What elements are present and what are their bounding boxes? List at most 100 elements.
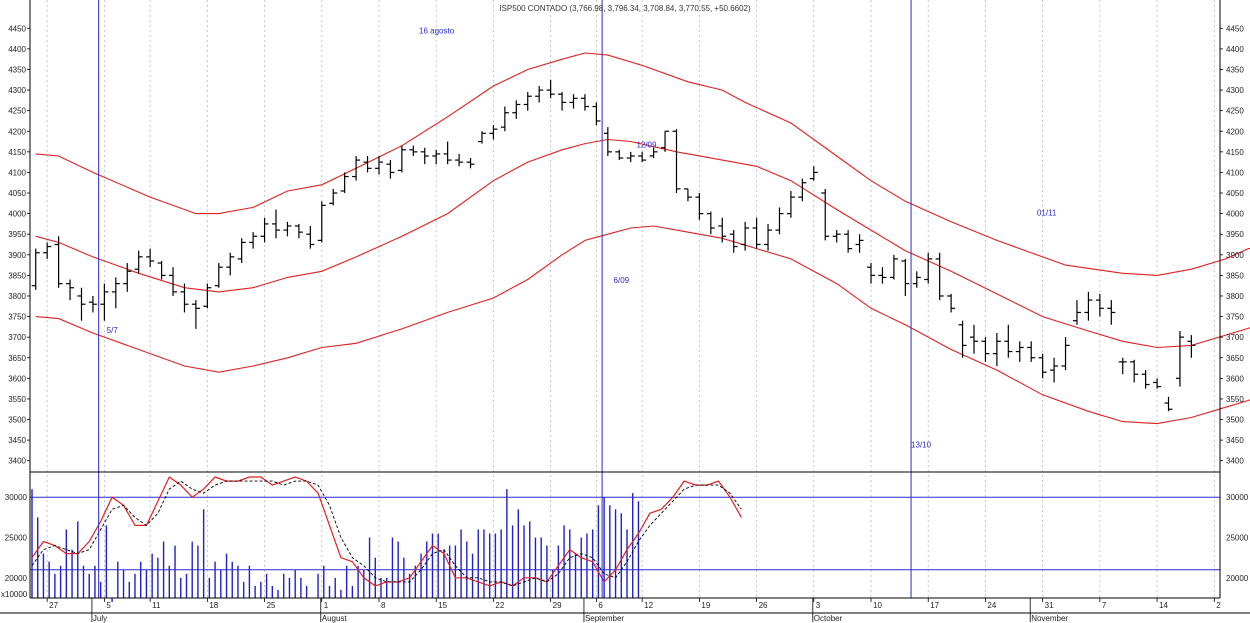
ohlc-bar [912, 271, 921, 288]
ohlc-bar [569, 94, 578, 109]
price-tick-label-left: 4300 [8, 86, 26, 95]
day-tick-label: 24 [987, 601, 996, 610]
day-tick-label: 17 [930, 601, 939, 610]
month-label: July [93, 614, 107, 623]
price-tick-label-right: 3550 [1226, 395, 1244, 404]
price-tick-label-left: 4450 [8, 24, 26, 33]
oscillator-tick-label-left: 25000 [5, 534, 28, 543]
price-tick-label-left: 3750 [8, 313, 26, 322]
ohlc-bar [397, 145, 406, 173]
ohlc-bar [500, 106, 509, 132]
ohlc-bar [1130, 359, 1139, 383]
ohlc-bar [420, 147, 429, 165]
ohlc-bar [1015, 341, 1024, 362]
price-tick-label-right: 3900 [1226, 251, 1244, 260]
band-layer [35, 52, 1250, 425]
oscillator-line [31, 476, 742, 587]
ohlc-bar [180, 283, 189, 313]
ohlc-bar [1050, 357, 1059, 383]
month-label: August [322, 614, 348, 623]
month-label: November [1031, 614, 1068, 623]
ohlc-bar [558, 92, 567, 111]
price-tick-label-right: 4000 [1226, 210, 1244, 219]
ohlc-bar [123, 263, 132, 292]
price-tick-label-left: 3550 [8, 395, 26, 404]
ohlc-bar [146, 248, 155, 268]
price-tick-label-right: 3650 [1226, 354, 1244, 363]
price-tick-label-right: 3800 [1226, 292, 1244, 301]
chart-annotation: 5/7 [107, 326, 119, 335]
band-line [35, 52, 1250, 276]
ohlc-bar [855, 234, 864, 253]
price-tick-label-right: 4450 [1226, 24, 1244, 33]
day-tick-label: 22 [495, 601, 504, 610]
ohlc-bar [809, 166, 818, 181]
day-tick-label: 25 [267, 601, 276, 610]
chart-title: ISP500 CONTADO (3,766.98, 3,796.34, 3,70… [499, 4, 751, 13]
ohlc-bar [294, 223, 303, 239]
day-tick-label: 19 [701, 601, 710, 610]
ohlc-bar [764, 223, 773, 251]
ohlc-bar [535, 85, 544, 103]
ohlc-bar [718, 217, 727, 243]
ohlc-bar [352, 155, 361, 181]
price-tick-label-right: 4400 [1226, 45, 1244, 54]
ohlc-bar [54, 236, 63, 288]
price-tick-label-left: 3900 [8, 251, 26, 260]
ohlc-bar [947, 293, 956, 313]
ohlc-bar [603, 127, 612, 156]
ohlc-bar [798, 178, 807, 202]
ohlc-bar [100, 283, 109, 321]
chart-annotation: 13/10 [911, 441, 932, 450]
ohlc-bar [821, 188, 830, 241]
price-tick-label-right: 3950 [1226, 230, 1244, 239]
ohlc-bar [409, 145, 418, 156]
ohlc-bar [1153, 378, 1162, 389]
ohlc-bar [512, 100, 521, 119]
ohlc-bar [340, 172, 349, 194]
ohlc-bar [443, 141, 452, 165]
day-tick-label: 15 [438, 601, 447, 610]
ohlc-bar [924, 252, 933, 284]
price-tick-label-left: 3500 [8, 416, 26, 425]
ohlc-bar [1175, 330, 1184, 387]
ohlc-bar [592, 102, 601, 126]
ohlc-bar [981, 337, 990, 362]
price-tick-label-right: 4100 [1226, 168, 1244, 177]
ohlc-bar [214, 263, 223, 288]
oscillator-signal-line [31, 480, 742, 587]
price-tick-label-right: 3850 [1226, 271, 1244, 280]
band-line [35, 225, 1250, 425]
day-tick-label: 26 [759, 601, 768, 610]
ohlc-bar [249, 232, 258, 249]
axis-labels: 3400 3400 3450 3450 3500 3500 3550 3550 3600 3600… [1, 24, 1249, 623]
ohlc-bar [455, 153, 464, 167]
price-tick-label-left: 3450 [8, 436, 26, 445]
ohlc-bar [901, 258, 910, 296]
ohlc-bar [1095, 293, 1104, 317]
band-line [35, 138, 1250, 349]
day-tick-label: 2 [1216, 601, 1221, 610]
oscillator-tick-label-right: 20000 [1226, 574, 1249, 583]
ohlc-bar [889, 254, 898, 280]
ohlc-bar [237, 238, 246, 264]
ohlc-bar [1164, 396, 1173, 412]
ohlc-bar [523, 92, 532, 111]
day-tick-label: 27 [49, 601, 58, 610]
ohlc-bar [1141, 370, 1150, 389]
price-tick-label-right: 4050 [1226, 189, 1244, 198]
ohlc-bar [306, 225, 315, 249]
ohlc-bar [1061, 337, 1070, 371]
ohlc-bar [1084, 291, 1093, 321]
price-tick-label-left: 4200 [8, 127, 26, 136]
price-tick-label-right: 3700 [1226, 333, 1244, 342]
ohlc-bar [489, 125, 498, 140]
day-tick-label: 12 [644, 601, 653, 610]
ohlc-bar [1187, 335, 1196, 358]
ohlc-bar [386, 160, 395, 179]
price-tick-label-left: 3850 [8, 271, 26, 280]
day-tick-label: 31 [1045, 601, 1054, 610]
ohlc-bar [134, 250, 143, 274]
